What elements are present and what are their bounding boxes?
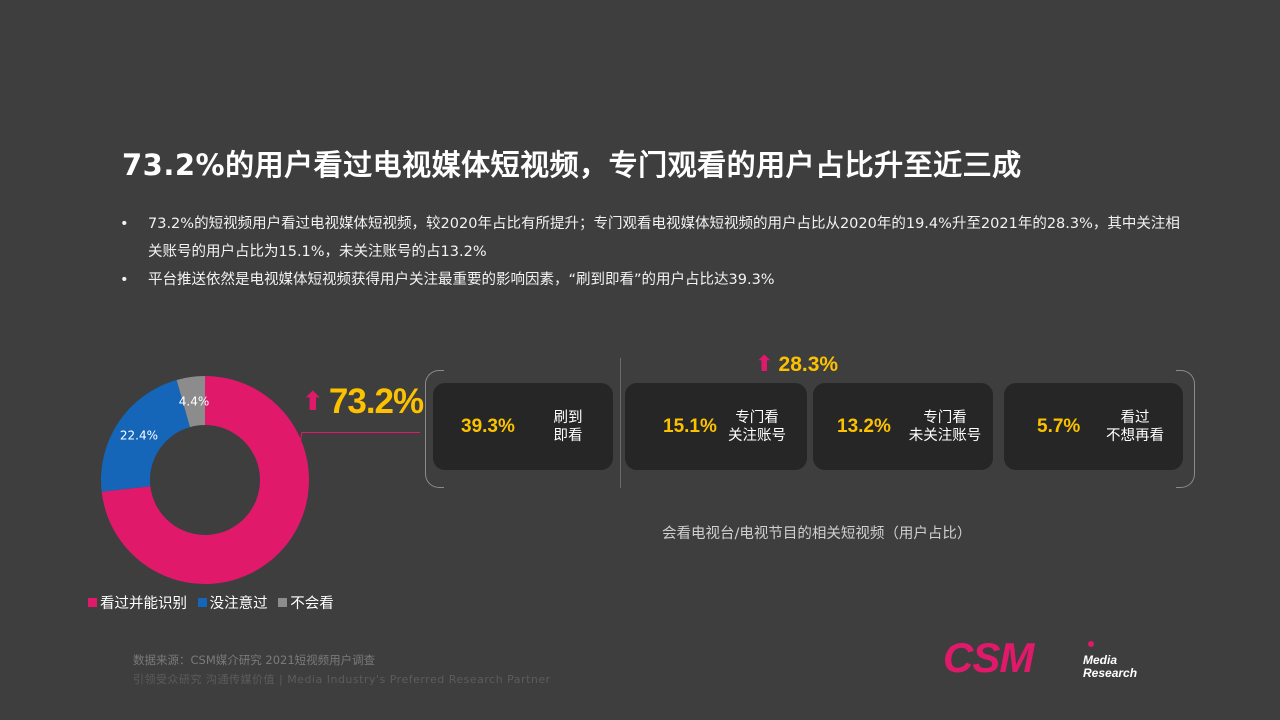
legend-swatch xyxy=(88,598,97,607)
legend-label: 没注意过 xyxy=(209,596,268,612)
card-label-line: 看过 xyxy=(1120,410,1150,426)
legend-label: 不会看 xyxy=(290,596,334,612)
card-label-line: 刷到 xyxy=(553,410,583,426)
card-value: 13.2% xyxy=(837,416,891,437)
page-title: 73.2%的用户看过电视媒体短视频，专门观看的用户占比升至近三成 xyxy=(122,148,1022,182)
legend-item: 没注意过 xyxy=(197,596,268,612)
stat-card: 39.3% 刷到即看 xyxy=(433,383,613,470)
donut-chart: 22.4% 4.4% xyxy=(101,376,309,584)
tagline: 引领受众研究 沟通传媒价值 | Media Industry's Preferr… xyxy=(133,673,551,686)
card-value: 15.1% xyxy=(663,416,717,437)
stat-card: 13.2% 专门看未关注账号 xyxy=(813,383,993,470)
headline-stat: ⬆ 73.2% xyxy=(302,380,424,424)
up-arrow-icon: ⬆ xyxy=(755,352,774,377)
card-label: 刷到 即看 xyxy=(533,409,603,445)
card-value: 5.7% xyxy=(1037,416,1081,437)
legend-swatch xyxy=(197,598,207,607)
group-divider xyxy=(620,358,621,488)
bullet-text: 73.2%的短视频用户看过电视媒体短视频，较2020年占比有所提升；专门观看电视… xyxy=(148,216,1180,260)
card-label: 专门看 未关注账号 xyxy=(901,409,989,445)
bullet-item: • 平台推送依然是电视媒体短视频获得用户关注最重要的影响因素，“刷到即看”的用户占… xyxy=(120,266,1180,294)
card-label-line: 关注账号 xyxy=(728,428,786,444)
legend-item: 看过并能识别 xyxy=(88,596,187,612)
card-label: 专门看 关注账号 xyxy=(717,409,797,445)
bullet-item: • 73.2%的短视频用户看过电视媒体短视频，较2020年占比有所提升；专门观看电… xyxy=(120,210,1180,266)
logo-subtext: Media Research xyxy=(1083,654,1137,680)
subgroup-stat: ⬆ 28.3% xyxy=(755,350,838,380)
logo-sub-line: Media xyxy=(1083,653,1118,667)
card-label-line: 即看 xyxy=(553,428,583,444)
donut-slice xyxy=(176,376,205,428)
card-label: 看过 不想再看 xyxy=(1094,409,1176,445)
left-bracket xyxy=(425,370,444,488)
legend-label: 看过并能识别 xyxy=(100,596,187,612)
donut-value-label: 4.4% xyxy=(179,394,210,408)
chart-subtitle: 会看电视台/电视节目的相关短视频（用户占比） xyxy=(662,526,972,542)
card-label-line: 专门看 xyxy=(923,410,967,426)
card-label-line: 未关注账号 xyxy=(908,428,982,444)
card-label-line: 专门看 xyxy=(735,410,779,426)
logo-sub-line: Research xyxy=(1083,666,1138,680)
donut-slice xyxy=(101,379,190,492)
stat-card: 5.7% 看过不想再看 xyxy=(1004,383,1183,470)
headline-value: 73.2% xyxy=(328,382,424,421)
bullet-icon: • xyxy=(120,272,129,288)
up-arrow-icon: ⬆ xyxy=(302,387,324,417)
donut-value-label: 22.4% xyxy=(120,429,158,443)
leader-line xyxy=(302,432,420,433)
card-label-line: 不想再看 xyxy=(1106,428,1164,444)
csm-logo: CSM Media Research xyxy=(943,634,1153,686)
logo-dot xyxy=(1088,641,1094,647)
card-value: 39.3% xyxy=(461,416,515,437)
subgroup-value: 28.3% xyxy=(778,353,839,376)
stat-card: 15.1% 专门看关注账号 xyxy=(625,383,807,470)
legend-item: 不会看 xyxy=(278,596,334,612)
chart-legend: 看过并能识别 没注意过 不会看 xyxy=(88,592,340,613)
bullet-list: • 73.2%的短视频用户看过电视媒体短视频，较2020年占比有所提升；专门观看电… xyxy=(120,210,1180,294)
donut-slice xyxy=(101,376,309,584)
legend-swatch xyxy=(278,598,288,607)
bullet-icon: • xyxy=(120,216,129,232)
logo-mark: CSM xyxy=(943,634,1034,681)
bullet-text: 平台推送依然是电视媒体短视频获得用户关注最重要的影响因素，“刷到即看”的用户占比… xyxy=(148,272,775,288)
data-source: 数据来源：CSM媒介研究 2021短视频用户调查 xyxy=(133,653,376,667)
